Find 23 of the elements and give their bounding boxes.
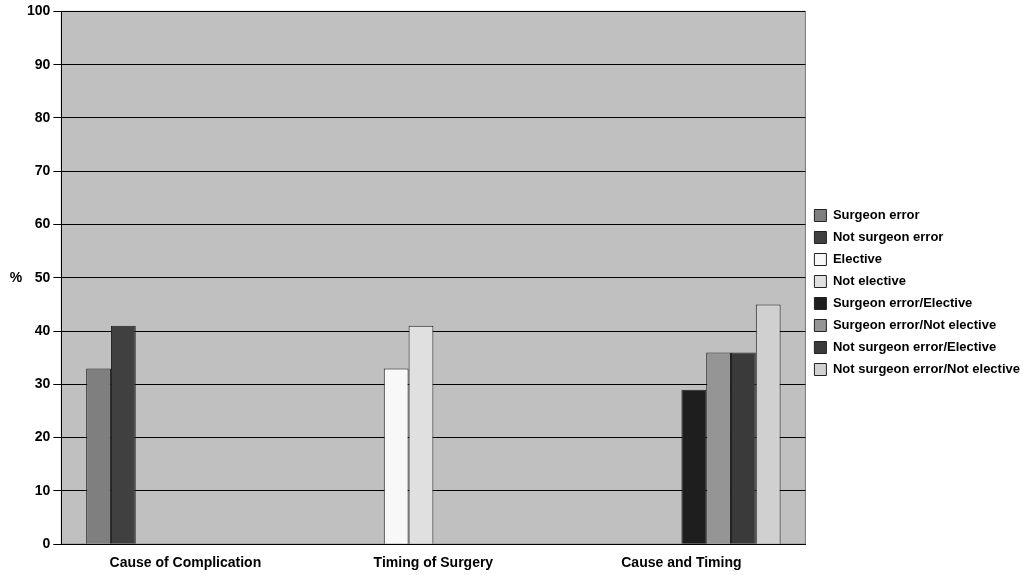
y-tick-label: 0 (42, 535, 51, 552)
legend-label: Surgeon error/Not elective (832, 317, 997, 333)
x-tick-label: Cause of Complication (109, 554, 262, 571)
y-tick-label: 10 (34, 481, 51, 498)
y-tick-label: 100 (27, 2, 51, 19)
legend-label: Surgeon error (832, 207, 920, 223)
legend-label: Surgeon error/Elective (832, 295, 973, 311)
y-tick-label: 90 (34, 55, 51, 72)
y-axis-title: % (9, 268, 23, 285)
x-tick-label: Cause and Timing (621, 554, 742, 571)
y-tick-label: 60 (34, 215, 51, 232)
y-tick-label: 70 (34, 162, 51, 179)
legend-label: Not surgeon error (832, 229, 944, 245)
legend-label: Elective (832, 251, 883, 267)
x-tick-label: Timing of Surgery (373, 554, 494, 571)
legend-label: Not elective (832, 273, 906, 289)
y-tick-label: 80 (34, 108, 51, 125)
y-tick-label: 50 (34, 268, 51, 285)
y-tick-label: 30 (34, 375, 51, 392)
y-tick-label: 20 (34, 428, 51, 445)
y-tick-label: 40 (34, 321, 51, 338)
legend-label: Not surgeon error/Elective (832, 339, 997, 355)
legend-label: Not surgeon error/Not elective (832, 361, 1021, 377)
